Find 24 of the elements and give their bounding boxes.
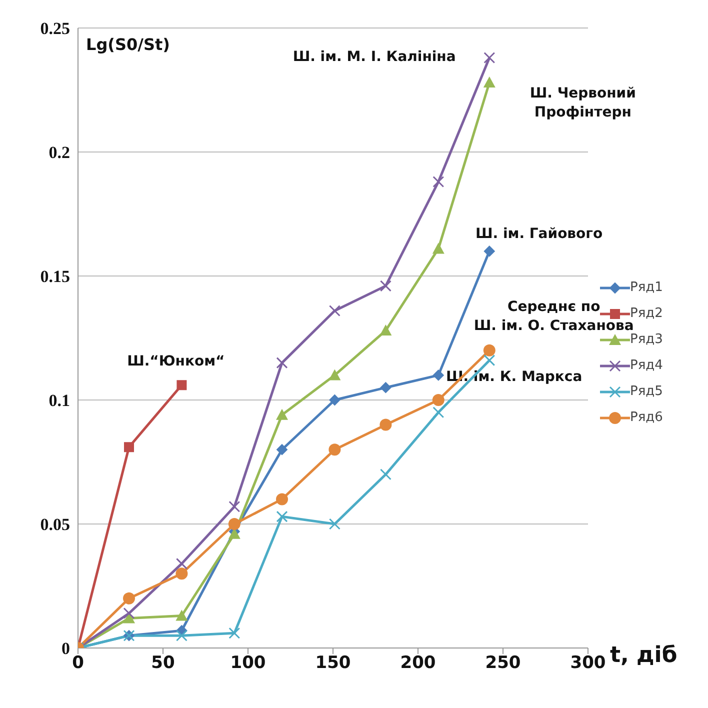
- legend-label: Ряд4: [630, 357, 663, 375]
- annotation: Ш. ім. Гайового: [475, 226, 603, 242]
- y-tick-label: 0.1: [48, 391, 70, 410]
- x-tick-label: 50: [151, 653, 175, 674]
- y-tick-label: 0.15: [40, 267, 70, 286]
- legend-label: Ряд5: [630, 383, 663, 401]
- y-tick-label: 0: [62, 639, 70, 658]
- x-tick-label: 300: [570, 653, 606, 674]
- x-tick-label: 0: [72, 653, 84, 674]
- y-tick-label: 0.2: [48, 143, 70, 162]
- legend-label: Ряд1: [630, 279, 663, 297]
- y-tick-label: 0.05: [40, 515, 70, 534]
- annotation: Ш. ім. М. І. Калініна: [292, 48, 456, 65]
- x-tick-label: 200: [400, 653, 436, 674]
- x-tick-label: 250: [485, 653, 521, 674]
- y-tick-label: 0.25: [40, 19, 70, 38]
- y-axis-title: Lg(S0/St): [86, 35, 170, 54]
- annotation: Ш. Червоний Профінтерн: [530, 85, 636, 120]
- annotation: Ш.“Юнком“: [127, 353, 225, 370]
- legend-label: Ряд3: [630, 331, 663, 349]
- legend-label: Ряд6: [630, 409, 663, 427]
- x-tick-label: 150: [315, 653, 351, 674]
- x-tick-label: 100: [230, 653, 266, 674]
- x-axis-title: t, діб: [610, 643, 678, 668]
